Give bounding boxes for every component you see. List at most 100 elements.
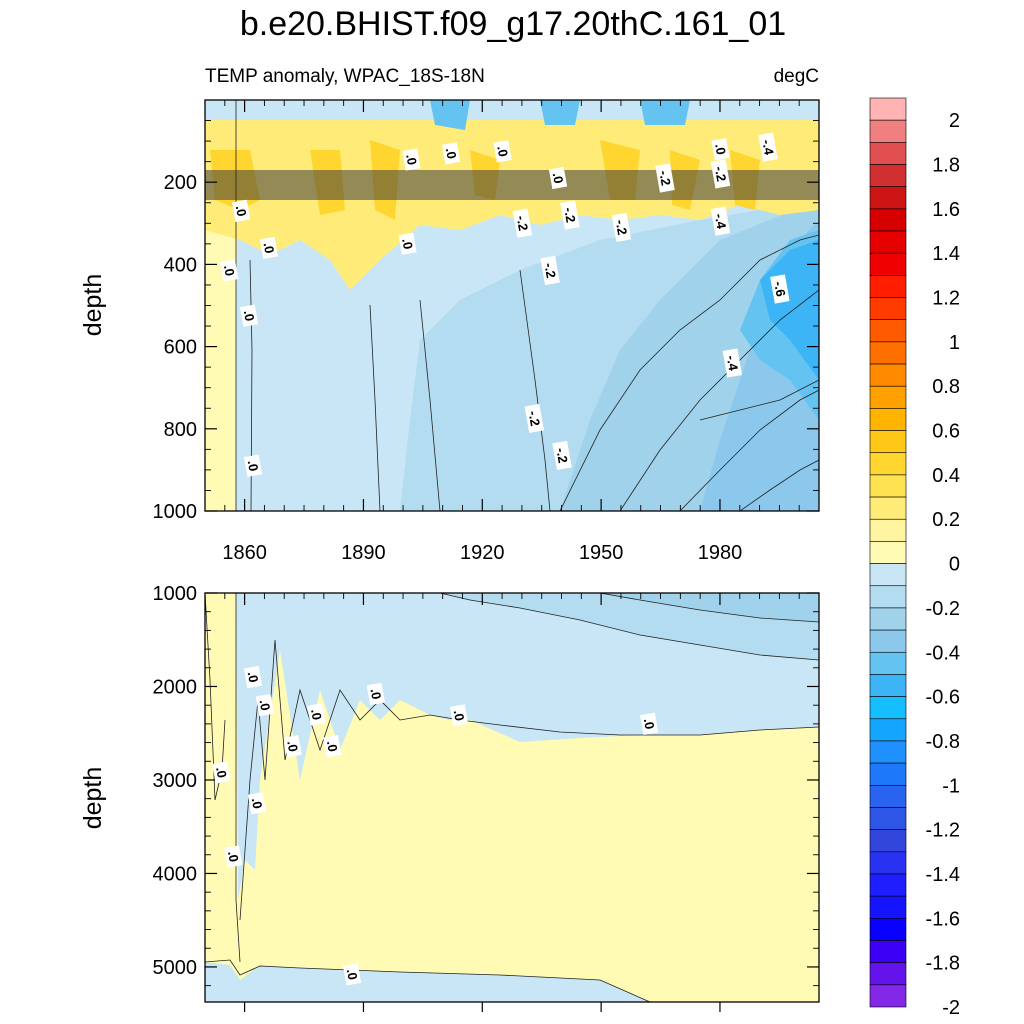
contour-label-text: -.4: [759, 138, 777, 156]
contour-label-text: .0: [308, 708, 325, 721]
contour-label: .0: [402, 148, 421, 171]
colorbar-box: [869, 119, 907, 143]
contour-label: -.2: [560, 200, 580, 230]
colorbar-box: [869, 341, 907, 365]
contour-label-bg: [493, 140, 512, 163]
y-tick-label: 400: [164, 254, 197, 276]
contour-label: .0: [212, 761, 231, 784]
colorbar-label: -1.2: [926, 820, 960, 842]
contour-label-text: .0: [550, 171, 567, 184]
colorbar-box: [869, 297, 907, 321]
contour-label-bg: [540, 255, 560, 286]
y-tick-label: 200: [164, 172, 197, 194]
contour-label: .0: [493, 140, 512, 163]
lower-neg02-region: [236, 593, 819, 900]
colorbar-label: 1.8: [932, 155, 960, 177]
lower-neg04b-region: [600, 593, 819, 622]
y-tick-label: 1000: [153, 501, 198, 523]
y-tick-label: 800: [164, 419, 197, 441]
contour-label-bg: [243, 665, 263, 689]
contour-label-text: .0: [245, 670, 262, 683]
contour-label-text: .0: [284, 740, 301, 753]
colorbar-box: [869, 784, 907, 808]
colorbar-box: [869, 230, 907, 254]
contour-label-text: .0: [399, 237, 416, 250]
colorbar-label: -1.8: [926, 953, 960, 975]
contour-label-bg: [366, 682, 385, 706]
x-tick-label: 1890: [341, 542, 386, 564]
lower-y-axis-label: depth: [79, 767, 107, 830]
colorbar-box: [869, 585, 907, 609]
colorbar-box: [869, 430, 907, 454]
contour-label: .0: [239, 304, 259, 327]
colorbar-label: 0.4: [932, 465, 960, 487]
contour-label: .0: [398, 232, 417, 255]
colorbar-box: [869, 629, 907, 653]
contour-label-bg: [710, 206, 731, 236]
contour-label-text: .0: [451, 709, 468, 722]
contour-label-text: -.2: [656, 169, 673, 187]
colorbar-box: [869, 807, 907, 830]
colorbar-box: [869, 452, 907, 476]
contour-label: .0: [366, 682, 385, 706]
colorbar-box: [869, 275, 907, 298]
contour-label: -.2: [552, 440, 572, 471]
x-tick-label: 1980: [698, 542, 743, 564]
colorbar-box: [869, 97, 907, 121]
contour-label-text: -.4: [712, 212, 730, 230]
colorbar-box: [869, 696, 907, 720]
colorbar-box: [869, 208, 907, 232]
contour-label-bg: [524, 403, 545, 434]
colorbar-label: -0.4: [926, 642, 960, 664]
colorbar-box: [869, 918, 907, 941]
colorbar-label: 0: [949, 554, 960, 576]
contour-label-bg: [342, 963, 362, 986]
lower-bottom-region: [205, 962, 650, 1002]
contour-label-bg: [711, 138, 730, 161]
colorbar-label: -0.2: [926, 598, 960, 620]
contour-label-text: .0: [233, 204, 250, 217]
contour-label: .0: [247, 792, 267, 815]
contour-label-bg: [770, 274, 790, 304]
contour-label-bg: [323, 735, 342, 758]
colorbar-box: [869, 363, 907, 387]
colorbar-box: [869, 252, 907, 276]
contour-label: -.4: [710, 206, 731, 236]
colorbar-box: [869, 518, 907, 542]
colorbar-box: [869, 829, 907, 853]
contour-label: .0: [243, 665, 263, 689]
colorbar-label: 0.6: [932, 421, 960, 443]
contour-label-bg: [611, 212, 632, 242]
contour-label: .0: [711, 138, 730, 161]
lower-panel: 1000 2000 3000 4000 5000 depth .0 .0 .0 .0 .0 .0.…: [79, 583, 820, 1012]
colorbar-box: [869, 984, 907, 1008]
contour-label: -.2: [540, 255, 560, 286]
contour-label-text: -.2: [561, 206, 578, 224]
y-tick-label: 600: [164, 337, 197, 359]
contour-label-bg: [212, 761, 231, 784]
upper-surface-band: [205, 100, 819, 120]
colorbar-label: 1: [949, 332, 960, 354]
colorbar-box: [869, 186, 907, 210]
lower-y-tick-label: 4000: [153, 863, 198, 885]
contour-label-text: .0: [213, 766, 230, 779]
contour-label-bg: [398, 232, 417, 255]
contour-label-text: -.6: [771, 280, 788, 298]
colorbar-label: 0.8: [932, 376, 960, 398]
colorbar: 2 1.8 1.6 1.4 1.2 1 0.8 0.6 0.4 0.2 0 -0.2 -0.4 -0.6 -…: [869, 97, 960, 1019]
lower-contour-fills: [205, 593, 819, 1002]
contour-label-text: -.2: [514, 214, 531, 232]
contour-label-text: .0: [324, 740, 341, 753]
contour-label: -.4: [722, 348, 743, 378]
lower-y-tick-label: 5000: [153, 957, 198, 979]
contour-label-text: .0: [257, 698, 274, 711]
colorbar-label: 1.2: [932, 288, 960, 310]
contour-label: -.2: [611, 212, 632, 242]
x-tick-label: 1860: [222, 542, 267, 564]
upper-x-tick-labels: 1860 1890 1920 1950 1980: [222, 542, 742, 564]
colorbar-box: [869, 762, 907, 786]
chart-subtitle-right: degC: [774, 66, 819, 87]
contour-label-bg: [220, 259, 239, 282]
contour-label-bg: [758, 132, 778, 162]
chart-title: b.e20.BHIST.f09_g17.20thC.161_01: [240, 5, 786, 43]
